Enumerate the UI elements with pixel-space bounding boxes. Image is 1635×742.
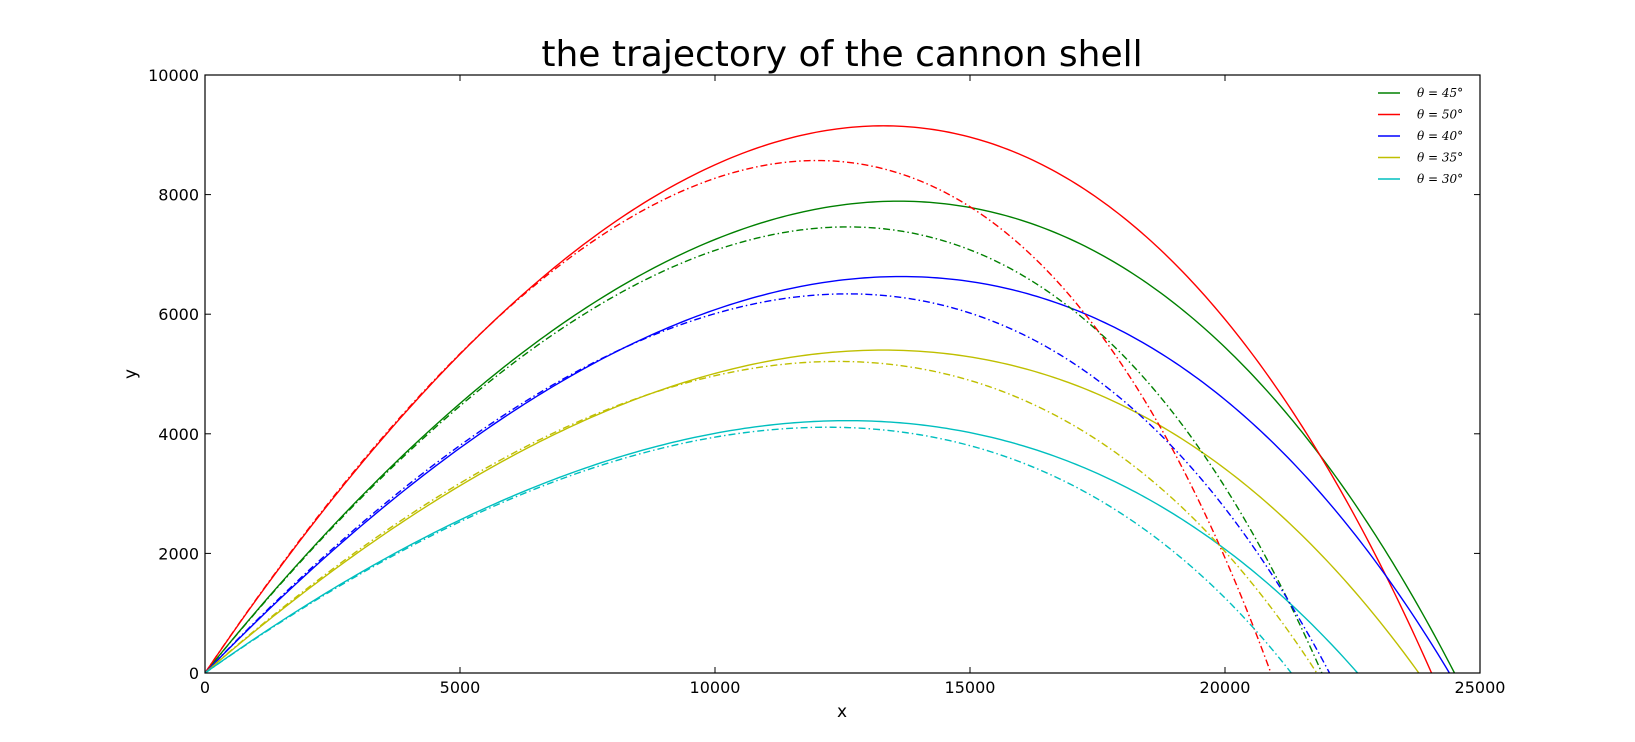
x-tick-label: 5000	[440, 678, 481, 697]
solid-trajectory-line	[204, 419, 1359, 674]
axis-ticks: 0 5000 10000 15000 20000 25000 0 2000 4000 6000 80…	[148, 66, 1505, 697]
y-tick-label: 10000	[148, 66, 199, 85]
y-tick-label: 4000	[158, 425, 199, 444]
x-tick-label: 25000	[1455, 678, 1506, 697]
dashdot-trajectory-line	[204, 159, 1272, 674]
y-axis-label: y	[121, 369, 141, 379]
legend-entry-label: θ = 50°	[1417, 108, 1463, 122]
series-layer	[204, 125, 1456, 674]
legend: θ = 45° θ = 50° θ = 40° θ = 35° θ = 30°	[1378, 86, 1463, 186]
solid-trajectory-line	[204, 125, 1433, 674]
y-tick-label: 8000	[158, 186, 199, 205]
y-tick-label: 0	[189, 664, 199, 683]
plot-area-frame	[204, 74, 1481, 674]
x-axis-label: x	[837, 702, 847, 722]
legend-entry-label: θ = 40°	[1417, 129, 1463, 143]
dashdot-trajectory-line	[204, 360, 1318, 674]
x-tick-label: 20000	[1200, 678, 1251, 697]
legend-entry-label: θ = 30°	[1417, 172, 1463, 186]
solid-trajectory-line	[204, 275, 1450, 674]
y-tick-label: 2000	[158, 544, 199, 563]
dashdot-trajectory-line	[204, 426, 1292, 674]
x-tick-label: 0	[200, 678, 210, 697]
dashdot-trajectory-line	[204, 226, 1323, 674]
chart-title: the trajectory of the cannon shell	[541, 34, 1142, 75]
x-tick-label: 10000	[690, 678, 741, 697]
y-tick-label: 6000	[158, 305, 199, 324]
x-tick-label: 15000	[945, 678, 996, 697]
solid-trajectory-line	[204, 200, 1456, 674]
legend-entry-label: θ = 35°	[1417, 151, 1463, 165]
legend-entry-label: θ = 45°	[1417, 86, 1463, 100]
solid-trajectory-line	[204, 349, 1420, 674]
dashdot-trajectory-line	[204, 293, 1331, 674]
